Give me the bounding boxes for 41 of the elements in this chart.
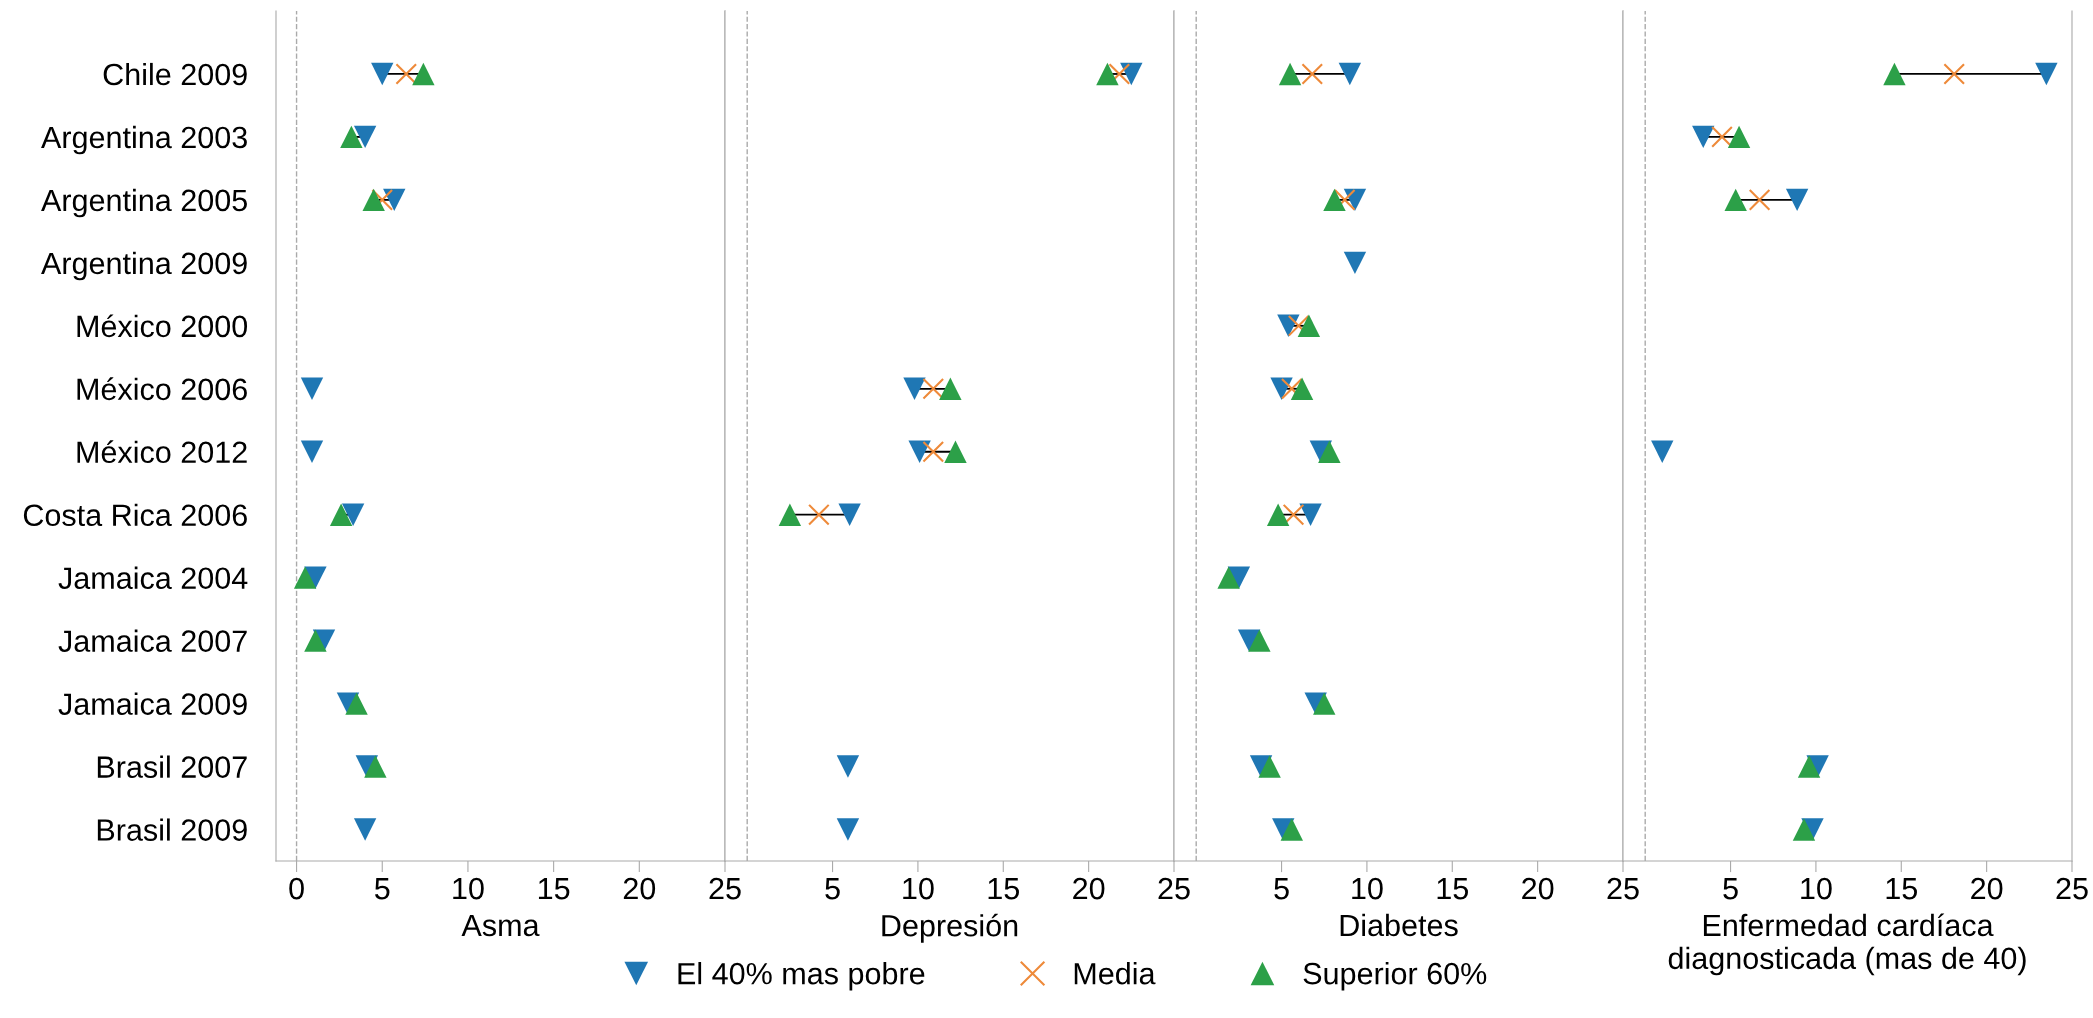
x-axis-title: Asma: [461, 914, 540, 937]
x-axis-title: Diabetes: [1340, 913, 1458, 937]
x-tick-label: 0: [289, 877, 304, 900]
y-tick-label: Jamaica 2007: [58, 629, 247, 652]
x-tick-label: 5: [374, 878, 390, 900]
x-tick-label: 20: [1073, 877, 1105, 900]
x-tick-label: 20: [1522, 877, 1554, 900]
y-tick-label: México 2012: [77, 440, 247, 464]
x-tick-label: 25: [709, 877, 741, 900]
y-tick-label: Brasil 2007: [97, 755, 247, 778]
x-axis-title: Depresión: [882, 913, 1018, 943]
y-tick-label: Argentina 2005: [41, 188, 247, 218]
x-tick-label: 10: [453, 877, 484, 900]
x-tick-label: 10: [1801, 877, 1832, 900]
x-tick-label: 20: [1971, 877, 2003, 900]
legend-label: Media: [1074, 962, 1156, 985]
y-tick-label: Argentina 2009: [41, 251, 247, 281]
x-tick-label: 15: [988, 878, 1019, 900]
y-tick-label: México 2006: [77, 377, 247, 401]
y-tick-label: Costa Rica 2006: [23, 503, 247, 527]
x-tick-label: 5: [1274, 878, 1289, 900]
x-tick-label: 10: [1352, 877, 1383, 900]
x-tick-label: 10: [903, 877, 934, 900]
y-tick-label: Argentina 2003: [41, 125, 247, 155]
legend-label: Superior 60%: [1303, 962, 1487, 991]
y-tick-label: México 2000: [77, 314, 248, 338]
x-tick-label: 5: [825, 878, 840, 900]
y-tick-label: Jamaica 2009: [58, 692, 247, 715]
x-tick-label: 15: [538, 878, 570, 900]
y-tick-label: Brasil 2009: [97, 818, 247, 841]
x-tick-label: 15: [1437, 878, 1468, 900]
y-tick-label: Jamaica 2004: [58, 566, 248, 590]
legend-label: El 40% mas pobre: [678, 962, 925, 991]
x-tick-label: 25: [1158, 877, 1190, 900]
x-tick-label: 25: [1607, 877, 1639, 900]
x-axis-title: Enfermedad cardíaca diagnosticada (mas de 40): [1668, 913, 2026, 976]
x-tick-label: 20: [623, 877, 656, 900]
y-tick-label: Chile 2009: [103, 62, 247, 86]
x-tick-label: 15: [1886, 878, 1917, 900]
x-tick-label: 25: [2056, 877, 2088, 900]
x-tick-label: 5: [1723, 878, 1738, 900]
